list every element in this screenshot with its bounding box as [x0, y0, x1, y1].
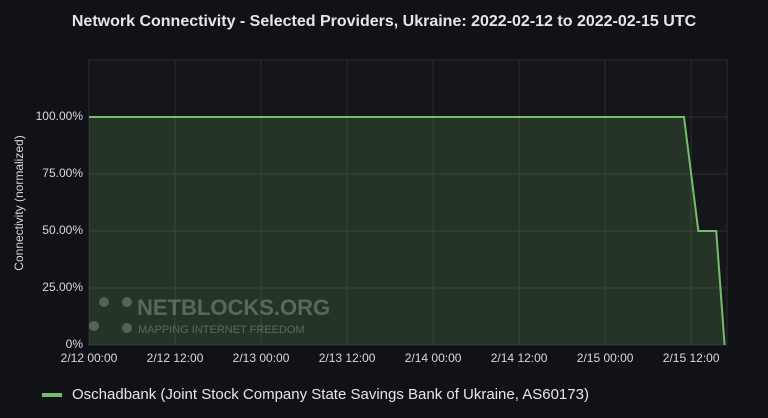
y-tick-label: 25.00% [42, 280, 83, 294]
series-line [89, 116, 726, 346]
y-tick-label: 50.00% [42, 223, 83, 237]
watermark: NETBLOCKS.ORG MAPPING INTERNET FREEDOM [89, 295, 330, 336]
plot-area [88, 59, 728, 346]
x-tick-label: 2/13 00:00 [233, 351, 290, 365]
x-tick-label: 2/13 12:00 [319, 351, 376, 365]
y-tick-label: 75.00% [42, 166, 83, 180]
area-fill [89, 117, 725, 345]
watermark-tagline: MAPPING INTERNET FREEDOM [138, 324, 305, 336]
x-tick-label: 2/14 00:00 [405, 351, 462, 365]
y-tick-label: 100.00% [36, 109, 84, 123]
x-tick-label: 2/15 00:00 [577, 351, 634, 365]
watermark-icon [122, 297, 132, 307]
watermark-icon [122, 323, 132, 333]
x-tick-label: 2/14 12:00 [491, 351, 548, 365]
watermark-icon [89, 321, 99, 331]
legend-label: Oschadbank (Joint Stock Company State Sa… [72, 386, 589, 403]
watermark-icon [99, 297, 109, 307]
x-tick-label: 2/12 00:00 [61, 351, 118, 365]
chart-title: Network Connectivity - Selected Provider… [72, 13, 697, 30]
y-tick-label: 0% [66, 337, 84, 351]
x-tick-label: 2/12 12:00 [147, 351, 204, 365]
y-axis-label: Connectivity (normalized) [12, 135, 26, 270]
x-tick-label: 2/15 12:00 [663, 351, 720, 365]
watermark-brand: NETBLOCKS.ORG [137, 295, 330, 320]
